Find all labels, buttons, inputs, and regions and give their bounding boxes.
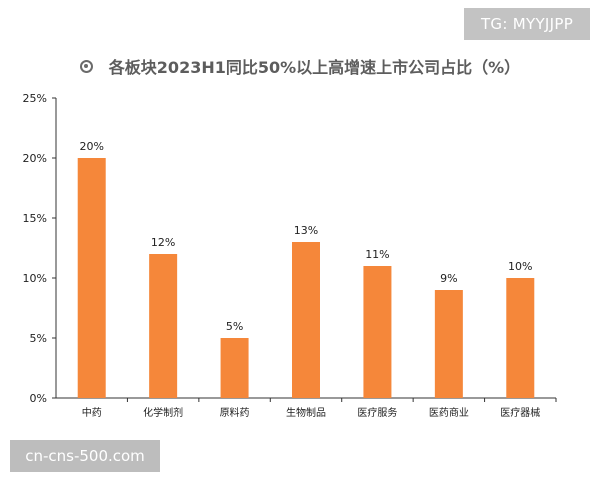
y-tick-label: 5%: [30, 332, 47, 345]
bar-3: [220, 338, 249, 398]
x-tick-label: 化学制剂: [143, 406, 183, 419]
bar-5: [363, 266, 392, 398]
x-tick-label: 原料药: [220, 406, 250, 419]
bar-1: [77, 158, 106, 398]
watermark-site: cn-cns-500.com: [10, 440, 160, 472]
bullet-circle-icon: [79, 59, 93, 73]
bar-6: [434, 290, 463, 398]
y-tick-label: 20%: [23, 152, 47, 165]
data-label: 13%: [294, 224, 318, 237]
y-tick-label: 0%: [30, 392, 47, 405]
data-label: 5%: [226, 320, 243, 333]
y-tick-label: 15%: [23, 212, 47, 225]
x-tick-label: 医疗器械: [500, 406, 540, 419]
y-tick-label: 25%: [23, 92, 47, 105]
bar-4: [292, 242, 320, 398]
data-label: 11%: [365, 248, 389, 261]
x-tick-label: 医疗服务: [357, 406, 397, 419]
bar-7: [506, 278, 535, 398]
chart-title: 各板块2023H1同比50%以上高增速上市公司占比（%）: [108, 58, 521, 77]
x-tick-label: 生物制品: [286, 406, 326, 419]
watermark-tg: TG: MYYJJPP: [464, 8, 590, 40]
data-label: 10%: [508, 260, 532, 273]
data-label: 9%: [440, 272, 457, 285]
x-tick-label: 医药商业: [429, 406, 469, 419]
y-tick-label: 10%: [23, 272, 47, 285]
data-label: 20%: [79, 140, 103, 153]
bar-2: [149, 254, 178, 398]
x-tick-label: 中药: [82, 406, 102, 419]
data-label: 12%: [151, 236, 175, 249]
chart-title-row: 各板块2023H1同比50%以上高增速上市公司占比（%）: [0, 52, 600, 80]
